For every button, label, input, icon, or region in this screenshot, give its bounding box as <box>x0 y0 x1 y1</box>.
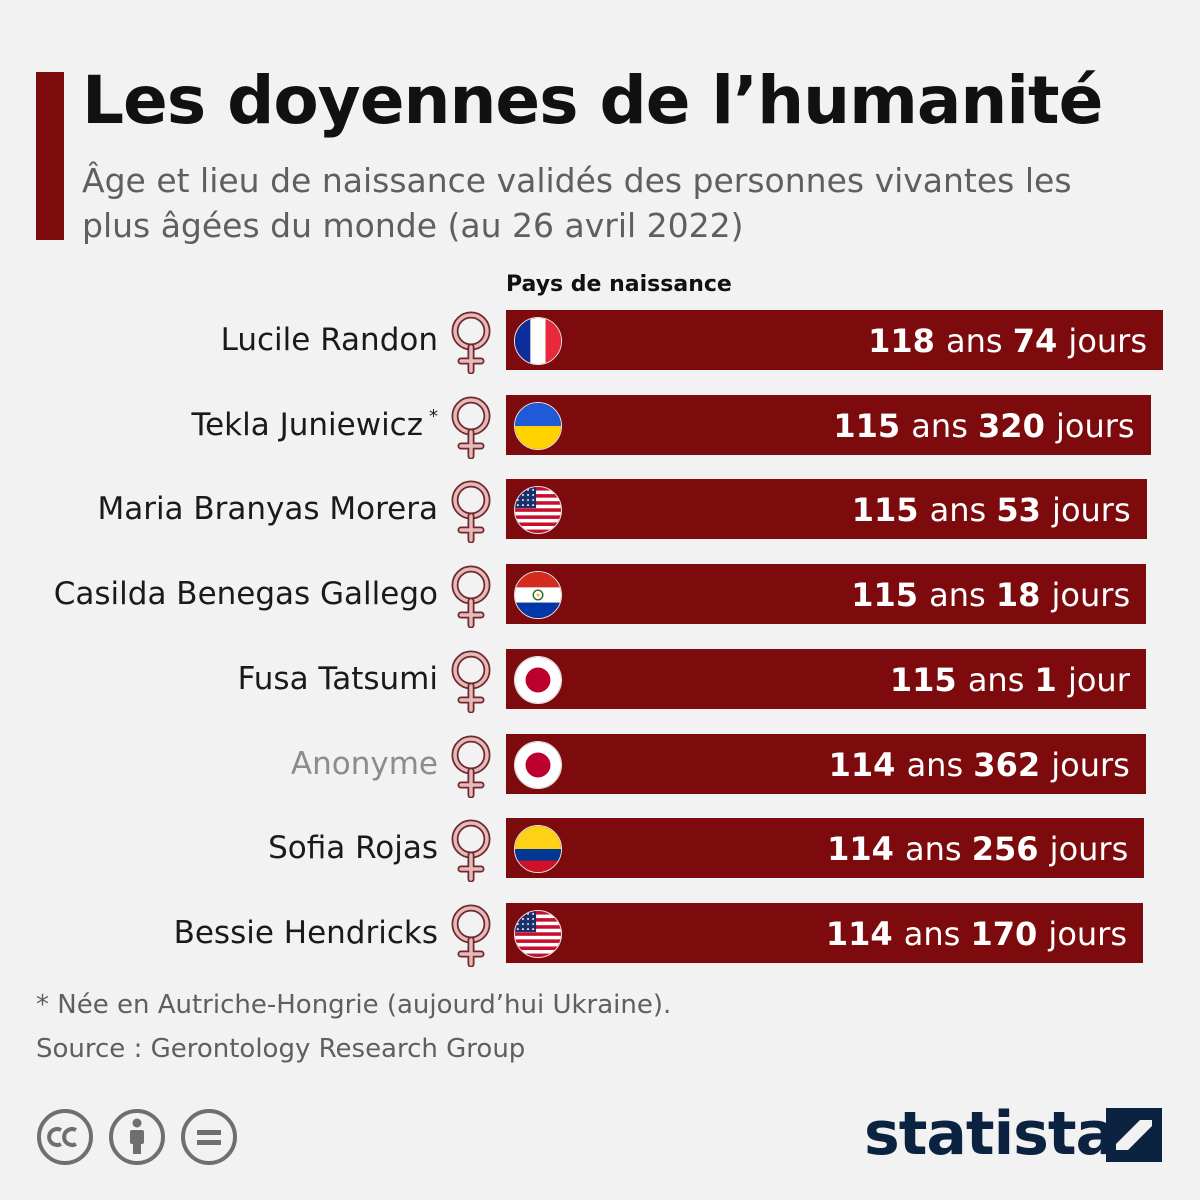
female-symbol-icon <box>451 480 491 544</box>
bar: 114 ans 170 jours <box>506 902 1143 963</box>
person-name: Sofia Rojas <box>268 830 438 867</box>
category-label: Maria Branyas Morera <box>97 479 438 539</box>
category-label: Sofia Rojas <box>268 818 438 878</box>
no-derivatives-icon[interactable] <box>180 1108 238 1166</box>
female-symbol-icon <box>451 819 491 883</box>
category-label: Fusa Tatsumi <box>238 649 438 709</box>
category-label: Anonyme <box>291 734 438 794</box>
chart-row: Fusa Tatsumi 115 ans 1 jour <box>0 648 1200 713</box>
female-symbol-icon <box>451 735 491 798</box>
chart-row: Anonyme 114 ans 362 jours <box>0 733 1200 798</box>
data-label: 114 ans 170 jours <box>825 914 1127 953</box>
category-label: Casilda Benegas Gallego <box>54 564 438 624</box>
bar: 115 ans 320 jours <box>506 394 1151 455</box>
person-name: Lucile Randon <box>220 322 438 358</box>
chart-row: Lucile Randon 118 ans 74 jours <box>0 310 1200 374</box>
person-name: Fusa Tatsumi <box>237 660 438 697</box>
title-accent-bar <box>36 72 64 240</box>
category-label: Lucile Randon <box>221 310 438 370</box>
person-name: Bessie Hendricks <box>173 914 438 951</box>
person-name: Tekla Juniewicz <box>191 406 423 443</box>
chart-row: Maria Branyas Morera 115 ans 53 jours <box>0 479 1200 544</box>
bar: 114 ans 362 jours <box>506 733 1146 794</box>
person-name: Casilda Benegas Gallego <box>53 576 438 613</box>
data-label: 115 ans 1 jour <box>889 660 1130 699</box>
attribution-icon[interactable] <box>108 1108 166 1166</box>
category-label: Tekla Juniewicz * <box>191 395 438 455</box>
statista-mark-icon <box>1106 1108 1162 1162</box>
column-header-birth-country: Pays de naissance <box>506 272 732 297</box>
data-label: 118 ans 74 jours <box>868 322 1147 360</box>
page-subtitle: Âge et lieu de naissance validés des per… <box>82 161 1072 245</box>
cc-icon[interactable] <box>36 1108 94 1166</box>
bar: 114 ans 256 jours <box>506 818 1145 879</box>
data-label: 115 ans 18 jours <box>851 576 1131 615</box>
female-symbol-icon <box>451 904 491 967</box>
colombia-flag-icon <box>514 825 562 874</box>
page-title: Les doyennes de l’humanité <box>82 62 1103 139</box>
data-label: 114 ans 256 jours <box>827 830 1129 869</box>
paraguay-flag-icon <box>514 571 562 620</box>
footnote: * Née en Autriche-Hongrie (aujourd’hui U… <box>36 990 672 1020</box>
female-symbol-icon <box>451 311 491 374</box>
bar: 115 ans 18 jours <box>506 564 1147 625</box>
chart-row: Bessie Hendricks 114 ans 170 jours <box>0 902 1200 967</box>
japan-flag-icon <box>514 740 562 789</box>
category-label: Bessie Hendricks <box>174 903 438 963</box>
bar: 115 ans 1 jour <box>506 648 1146 709</box>
data-label: 115 ans 320 jours <box>833 406 1135 445</box>
footnote-marker: * <box>429 405 438 427</box>
female-symbol-icon <box>451 650 491 713</box>
female-symbol-icon <box>451 565 491 629</box>
source-note: Source : Gerontology Research Group <box>36 1034 526 1064</box>
usa-flag-icon <box>514 909 562 958</box>
statista-logo[interactable]: statista <box>864 1096 1174 1172</box>
bar: 118 ans 74 jours <box>506 310 1163 370</box>
usa-flag-icon <box>514 486 562 535</box>
person-name: Anonyme <box>290 745 438 782</box>
chart-row: Tekla Juniewicz * 115 ans 320 jours <box>0 394 1200 459</box>
chart-row: Sofia Rojas 114 ans 256 jours <box>0 818 1200 883</box>
ukraine-flag-icon <box>514 401 562 450</box>
brand-name: statista <box>864 1099 1116 1169</box>
person-name: Maria Branyas Morera <box>97 491 438 528</box>
license-icons <box>36 1108 246 1168</box>
data-label: 115 ans 53 jours <box>851 491 1131 530</box>
bar: 115 ans 53 jours <box>506 479 1147 540</box>
data-label: 114 ans 362 jours <box>828 745 1130 784</box>
japan-flag-icon <box>514 655 562 704</box>
france-flag-icon <box>514 317 562 365</box>
chart-row: Casilda Benegas Gallego 115 ans 18 jours <box>0 564 1200 629</box>
female-symbol-icon <box>451 396 491 459</box>
